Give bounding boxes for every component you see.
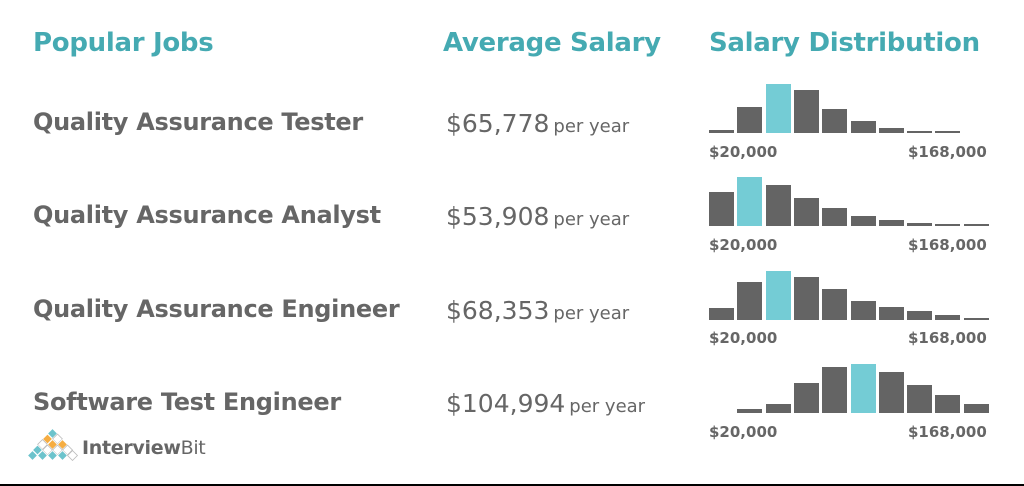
distribution-bar (765, 404, 791, 413)
distribution-bar (793, 383, 819, 413)
distribution-bar (850, 301, 876, 320)
distribution-bar (737, 409, 763, 413)
distribution-bar (963, 318, 989, 320)
salary-distribution-chart (709, 361, 991, 413)
logo-text: InterviewBit (82, 437, 206, 459)
logo-text-bit: Bit (180, 437, 206, 459)
distribution-bar (793, 90, 819, 133)
job-title: Software Test Engineer (33, 388, 341, 416)
distribution-bar (935, 315, 961, 320)
axis-min-label: $20,000 (709, 143, 778, 161)
distribution-bar (850, 121, 876, 133)
salary-amount: $104,994 (446, 389, 566, 418)
salary-amount: $53,908 (446, 202, 550, 231)
distribution-bar (793, 277, 819, 320)
salary-amount: $65,778 (446, 109, 550, 138)
job-title: Quality Assurance Analyst (33, 201, 381, 229)
distribution-bar (850, 364, 876, 413)
distribution-bar (793, 198, 819, 226)
distribution-bar (822, 208, 848, 226)
salary-period: per year (553, 303, 630, 324)
average-salary: $53,908 per year (446, 202, 629, 231)
distribution-bar (822, 109, 848, 133)
axis-min-label: $20,000 (709, 236, 778, 254)
axis-min-label: $20,000 (709, 423, 778, 441)
distribution-bar (765, 271, 791, 320)
header-salary-distribution: Salary Distribution (709, 28, 980, 58)
job-title: Quality Assurance Engineer (33, 295, 400, 323)
axis-max-label: $168,000 (908, 236, 987, 254)
distribution-bar (822, 367, 848, 413)
distribution-bar (935, 395, 961, 413)
distribution-bar (765, 185, 791, 226)
distribution-bar (878, 220, 904, 226)
interviewbit-logo-icon (27, 429, 79, 461)
salary-period: per year (569, 396, 646, 417)
distribution-bar (935, 131, 961, 133)
salary-period: per year (553, 209, 630, 230)
distribution-bar (737, 107, 763, 133)
distribution-bar (737, 282, 763, 320)
axis-max-label: $168,000 (908, 329, 987, 347)
header-average-salary: Average Salary (443, 28, 661, 58)
distribution-bar (963, 224, 989, 226)
distribution-bar (907, 311, 933, 320)
bottom-divider (0, 484, 1024, 486)
distribution-bar (709, 130, 734, 133)
salary-amount: $68,353 (446, 296, 550, 325)
distribution-bar (765, 84, 791, 133)
distribution-bar (878, 307, 904, 320)
average-salary: $65,778 per year (446, 109, 629, 138)
distribution-bar (709, 308, 734, 320)
distribution-bar (963, 404, 989, 413)
distribution-bar (878, 372, 904, 413)
salary-distribution-chart (709, 174, 991, 226)
job-title: Quality Assurance Tester (33, 108, 363, 136)
distribution-bar (907, 223, 933, 226)
average-salary: $104,994 per year (446, 389, 645, 418)
salary-distribution-chart (709, 81, 991, 133)
header-popular-jobs: Popular Jobs (33, 28, 214, 58)
salary-distribution-chart (709, 268, 991, 320)
distribution-bar (850, 216, 876, 226)
distribution-bar (709, 192, 734, 226)
axis-min-label: $20,000 (709, 329, 778, 347)
distribution-bar (822, 289, 848, 320)
axis-max-label: $168,000 (908, 423, 987, 441)
distribution-bar (935, 224, 961, 226)
distribution-bar (907, 131, 933, 133)
logo-text-interview: Interview (82, 437, 181, 459)
distribution-bar (907, 385, 933, 413)
distribution-bar (737, 177, 763, 226)
salary-period: per year (553, 116, 630, 137)
average-salary: $68,353 per year (446, 296, 629, 325)
distribution-bar (878, 128, 904, 133)
axis-max-label: $168,000 (908, 143, 987, 161)
